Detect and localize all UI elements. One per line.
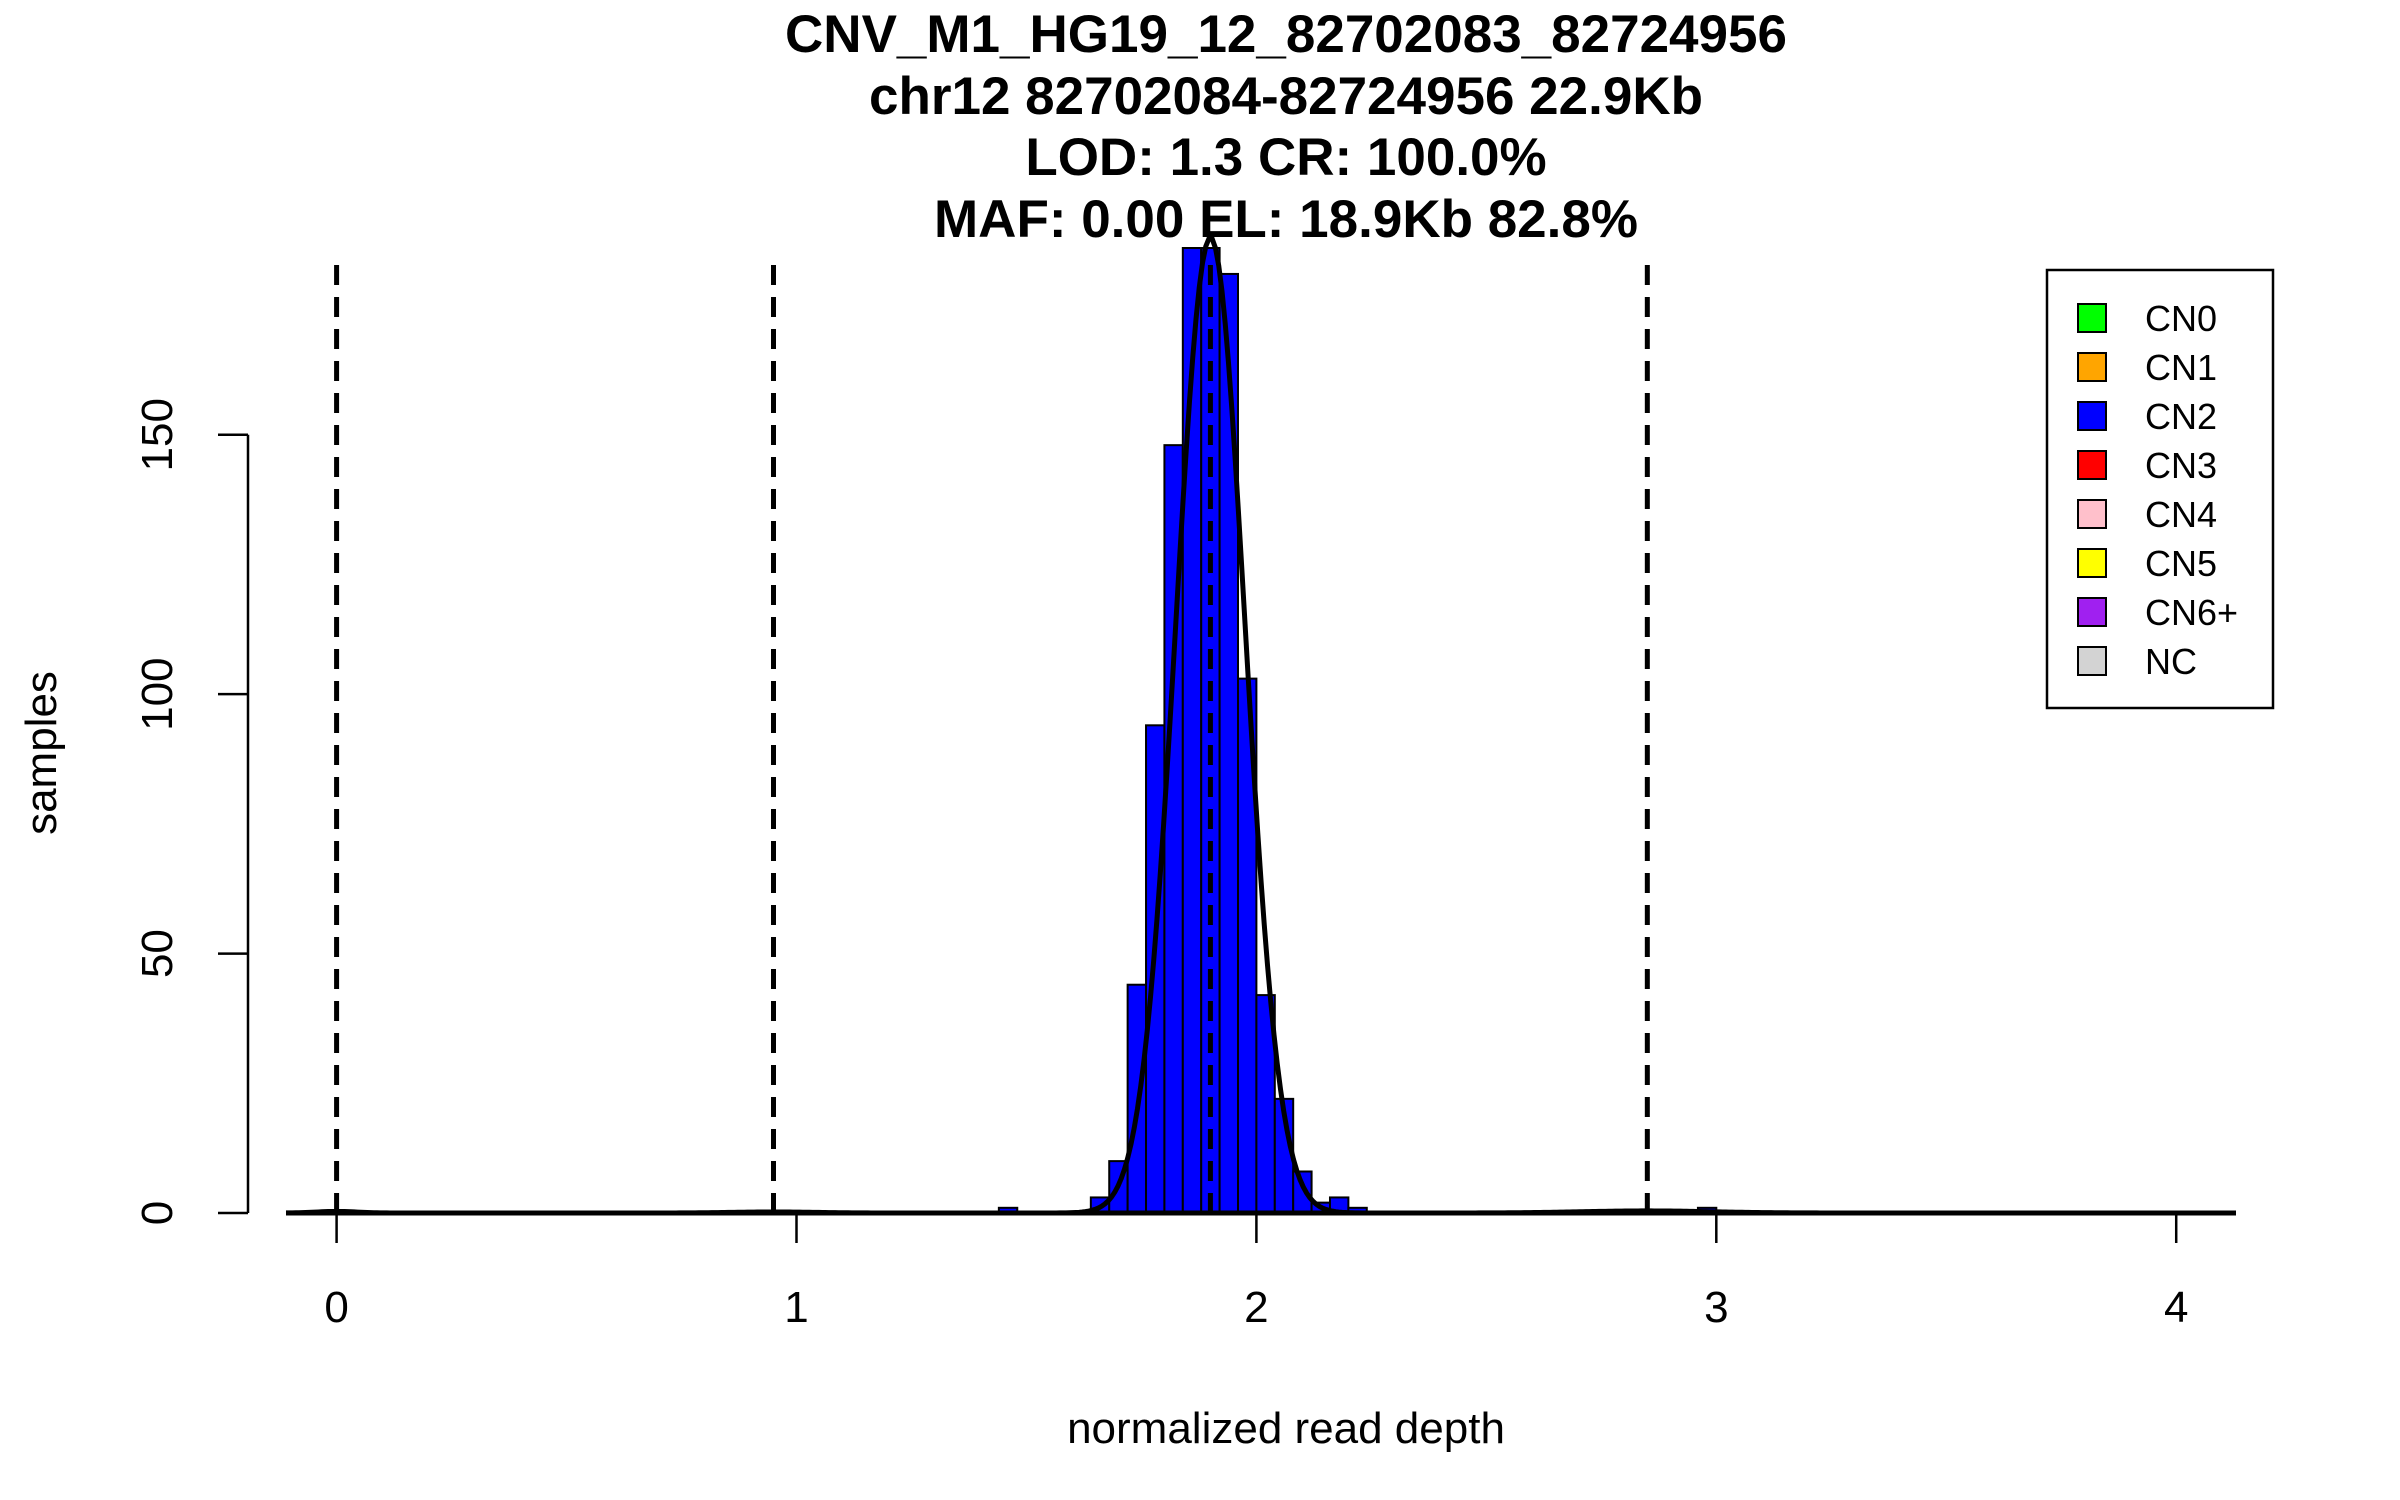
y-tick-label: 0	[133, 1201, 182, 1225]
legend-label: NC	[2145, 641, 2197, 682]
legend-swatch	[2077, 303, 2107, 333]
x-tick-label: 4	[2164, 1283, 2188, 1332]
legend: CN0 CN1 CN2 CN3 CN4 CN5 CN6+ NC	[2045, 268, 2275, 710]
legend-swatch	[2077, 597, 2107, 627]
y-tick-label: 150	[133, 398, 182, 471]
x-axis-label: normalized read depth	[1067, 1404, 1505, 1453]
chart-title: CNV_M1_HG19_12_82702083_82724956 chr12 8…	[785, 5, 1787, 249]
histogram-bar	[1218, 272, 1240, 1214]
legend-label: CN1	[2145, 347, 2217, 388]
legend-label: CN3	[2145, 445, 2217, 486]
y-tick-label: 50	[133, 929, 182, 978]
legend-swatch	[2077, 499, 2107, 529]
legend-label: CN2	[2145, 396, 2217, 437]
histogram-bars	[997, 247, 1718, 1215]
chart-title-line-2: chr12 82702084-82724956 22.9Kb	[869, 67, 1703, 126]
legend-label: CN6+	[2145, 592, 2238, 633]
legend-swatch	[2077, 450, 2107, 480]
legend-swatch	[2077, 401, 2107, 431]
axes: 0 1 2 3 4 0 50 100 150	[133, 398, 2188, 1332]
y-axis-label: samples	[17, 671, 66, 835]
legend-label: CN4	[2145, 494, 2217, 535]
chart-title-line-1: CNV_M1_HG19_12_82702083_82724956	[785, 5, 1787, 64]
legend-swatch	[2077, 352, 2107, 382]
legend-swatch	[2077, 646, 2107, 676]
legend-label: CN5	[2145, 543, 2217, 584]
x-tick-label: 3	[1704, 1283, 1728, 1332]
x-tick-label: 1	[784, 1283, 808, 1332]
legend-label: CN0	[2145, 298, 2217, 339]
chart-title-line-3: LOD: 1.3 CR: 100.0%	[1025, 128, 1546, 187]
x-tick-label: 2	[1244, 1283, 1268, 1332]
cutoff-lines	[334, 265, 1650, 1213]
chart-title-line-4: MAF: 0.00 EL: 18.9Kb 82.8%	[934, 190, 1638, 249]
x-tick-label: 0	[324, 1283, 348, 1332]
legend-swatch	[2077, 548, 2107, 578]
legend-box	[2045, 268, 2275, 710]
y-tick-label: 100	[133, 657, 182, 730]
